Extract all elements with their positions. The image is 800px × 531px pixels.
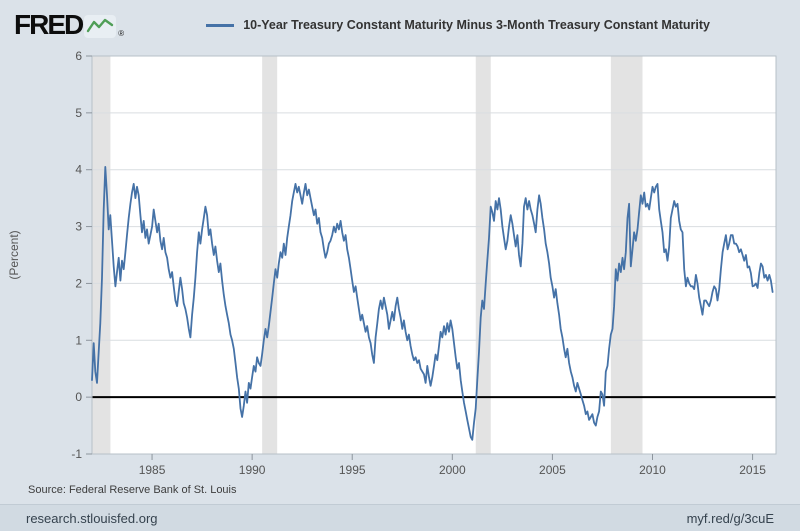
chart-legend: 10-Year Treasury Constant Maturity Minus… — [124, 18, 786, 32]
x-tick-label: 2000 — [439, 463, 466, 477]
y-tick-label: 0 — [75, 390, 82, 404]
source-attribution: Source: Federal Reserve Bank of St. Loui… — [28, 484, 237, 496]
y-axis-title: (Percent) — [7, 230, 21, 279]
x-tick-label: 1985 — [139, 463, 166, 477]
recession-band — [610, 56, 643, 454]
x-tick-label: 2015 — [739, 463, 766, 477]
registered-trademark: ® — [118, 29, 125, 38]
research-site-link[interactable]: research.stlouisfed.org — [26, 510, 158, 526]
y-tick-label: 5 — [75, 106, 82, 120]
fred-logo[interactable]: FRED ® — [14, 11, 124, 39]
short-url-link[interactable]: myf.red/g/3cuE — [686, 510, 774, 526]
legend-line-swatch — [206, 23, 235, 27]
x-tick-label: 1995 — [339, 463, 366, 477]
series-line — [91, 166, 774, 441]
y-tick-label: -1 — [71, 447, 82, 461]
y-tick-label: 6 — [75, 50, 82, 63]
x-tick-label: 2005 — [539, 463, 566, 477]
fred-logo-sparkline-icon — [84, 15, 117, 38]
x-tick-label: 1990 — [239, 463, 266, 477]
x-tick-label: 2010 — [639, 463, 666, 477]
y-tick-label: 2 — [75, 276, 82, 290]
recession-band — [92, 56, 111, 454]
y-tick-label: 4 — [75, 163, 82, 177]
legend-series-label: 10-Year Treasury Constant Maturity Minus… — [243, 18, 710, 32]
recession-band — [262, 56, 278, 454]
footer-bar: research.stlouisfed.org myf.red/g/3cuE — [0, 504, 800, 531]
header: FRED ® 10-Year Treasury Constant Maturit… — [0, 0, 800, 50]
plot-frame — [91, 55, 777, 455]
y-tick-label: 3 — [75, 220, 82, 234]
plot-area[interactable] — [92, 56, 776, 454]
y-tick-label: 1 — [75, 333, 82, 347]
fred-logo-text: FRED — [14, 9, 84, 40]
treasury-spread-chart[interactable]: -1 0 1 2 3 4 5 6 1985 1990 1995 2000 2005 2010 2015 (Pe… — [0, 50, 800, 478]
